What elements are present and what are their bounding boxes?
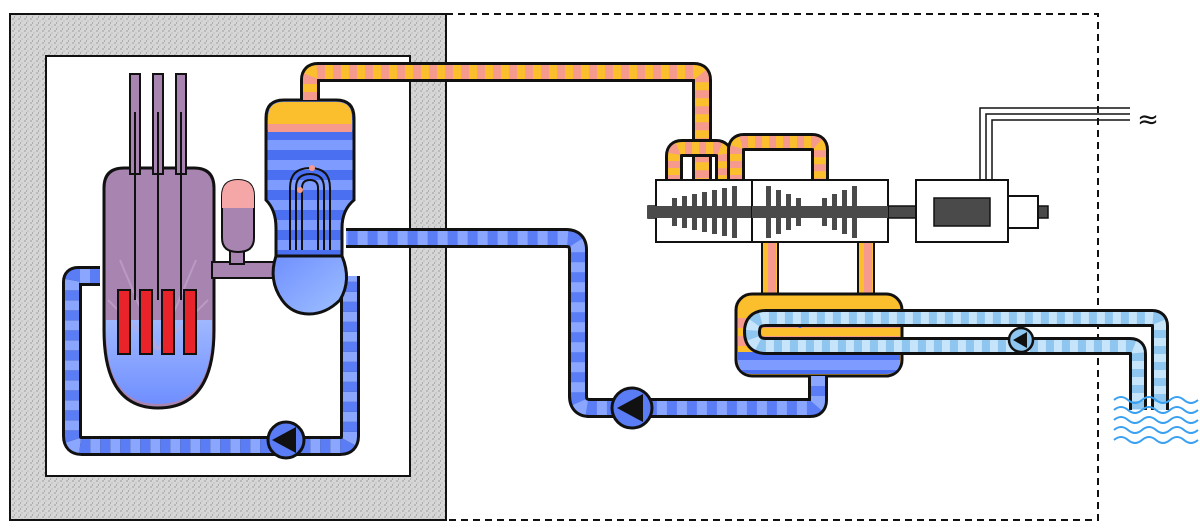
- fuel-rods: [117, 289, 197, 355]
- reactor-hot-leg: [211, 261, 283, 279]
- primary-loop-pipe: [62, 266, 360, 456]
- hp-turbine: [648, 179, 760, 243]
- cooling-water-loop: [743, 309, 1169, 410]
- turbine-hall-boundary: [446, 13, 1099, 521]
- ac-output-icon: ≈: [1137, 105, 1159, 135]
- main-steam-line: [300, 62, 712, 182]
- water-waves-icon: [1113, 396, 1199, 444]
- primary-coolant-pump: [266, 420, 306, 460]
- turbine-exhaust-pipes: [761, 239, 875, 297]
- power-output-lines: [979, 107, 1130, 180]
- steam-crossover-pipes: [665, 133, 829, 182]
- lp-turbine: [751, 179, 889, 243]
- feedwater-pump: [610, 386, 654, 430]
- steam-generator: [264, 98, 356, 316]
- control-rods: [129, 73, 187, 300]
- feedwater-line: [346, 228, 828, 418]
- generator: [915, 179, 1039, 243]
- cooling-water-pump: [1007, 326, 1035, 354]
- pressurizer: [221, 178, 255, 265]
